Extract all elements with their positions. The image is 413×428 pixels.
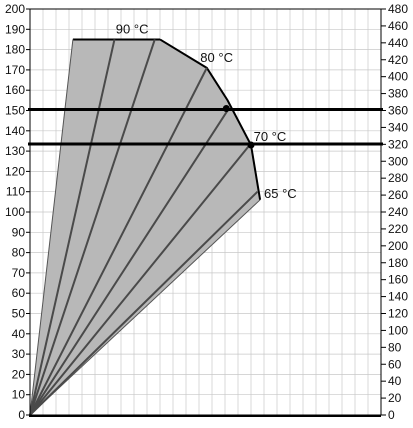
right-tick-label: 340 [388,120,408,134]
right-tick-label: 380 [388,87,408,101]
right-tick-label: 360 [388,104,408,118]
temperature-label: 90 °C [116,21,149,36]
right-tick-label: 300 [388,154,408,168]
left-tick-label: 200 [5,2,25,16]
region-layer [29,38,262,416]
left-tick-label: 150 [5,104,25,118]
right-tick-label: 280 [388,171,408,185]
right-axis-ticks: 0 20 40 60 80 100 120 140 160 180 200 220 240 260 280 3… [381,2,408,422]
region-lower-edge [29,199,261,416]
ray-line [29,39,156,416]
left-tick-label: 70 [12,266,26,280]
right-tick-label: 400 [388,70,408,84]
right-tick-label: 220 [388,222,408,236]
left-tick-label: 180 [5,43,25,57]
left-tick-label: 20 [12,367,26,381]
ray-line [29,144,251,416]
left-tick-label: 130 [5,144,25,158]
right-tick-label: 460 [388,19,408,33]
ray-layer [29,39,259,416]
right-tick-label: 480 [388,2,408,16]
right-tick-label: 440 [388,36,408,50]
right-tick-label: 180 [388,256,408,270]
right-tick-label: 260 [388,188,408,202]
horizontal-line-layer [28,107,383,146]
right-tick-label: 100 [388,323,408,337]
left-axis-ticks: 0 10 20 30 40 50 60 70 80 90 100 110 120 130 140 150 160… [5,2,30,422]
right-tick-label: 140 [388,290,408,304]
right-tick-label: 200 [388,239,408,253]
right-tick-label: 160 [388,273,408,287]
right-tick-label: 0 [388,408,395,422]
left-tick-label: 170 [5,63,25,77]
annotation-layer: 90 °C 80 °C 70 °C 65 °C [116,21,297,200]
left-tick-label: 30 [12,347,26,361]
right-tick-label: 120 [388,307,408,321]
left-tick-label: 60 [12,286,26,300]
left-tick-label: 0 [18,408,25,422]
left-tick-label: 140 [5,124,25,138]
left-tick-label: 50 [12,307,26,321]
ray-line [29,190,259,416]
shaded-region [30,39,261,415]
left-tick-label: 110 [6,185,25,199]
region-left-edge [29,39,74,416]
intersection-marker [222,104,230,112]
right-tick-label: 80 [388,340,402,354]
left-tick-label: 40 [12,327,26,341]
right-tick-label: 420 [388,53,408,67]
left-tick-label: 80 [12,246,26,260]
right-tick-label: 320 [388,137,408,151]
ray-line [29,39,116,416]
left-tick-label: 10 [12,388,26,402]
right-tick-label: 60 [388,357,402,371]
ray-line [29,67,208,416]
temperature-label: 70 °C [254,129,287,144]
right-tick-label: 20 [388,391,402,405]
left-tick-label: 90 [12,225,26,239]
intersection-marker [247,141,255,149]
left-tick-label: 190 [5,22,25,36]
right-tick-label: 240 [388,205,408,219]
right-tick-label: 40 [388,374,402,388]
marker-layer [222,104,255,149]
temperature-label: 80 °C [200,50,233,65]
region-envelope [159,38,262,200]
left-tick-label: 120 [5,164,25,178]
left-tick-label: 160 [5,83,25,97]
left-tick-label: 100 [5,205,25,219]
temperature-label: 65 °C [264,186,297,201]
ray-line [29,107,230,416]
